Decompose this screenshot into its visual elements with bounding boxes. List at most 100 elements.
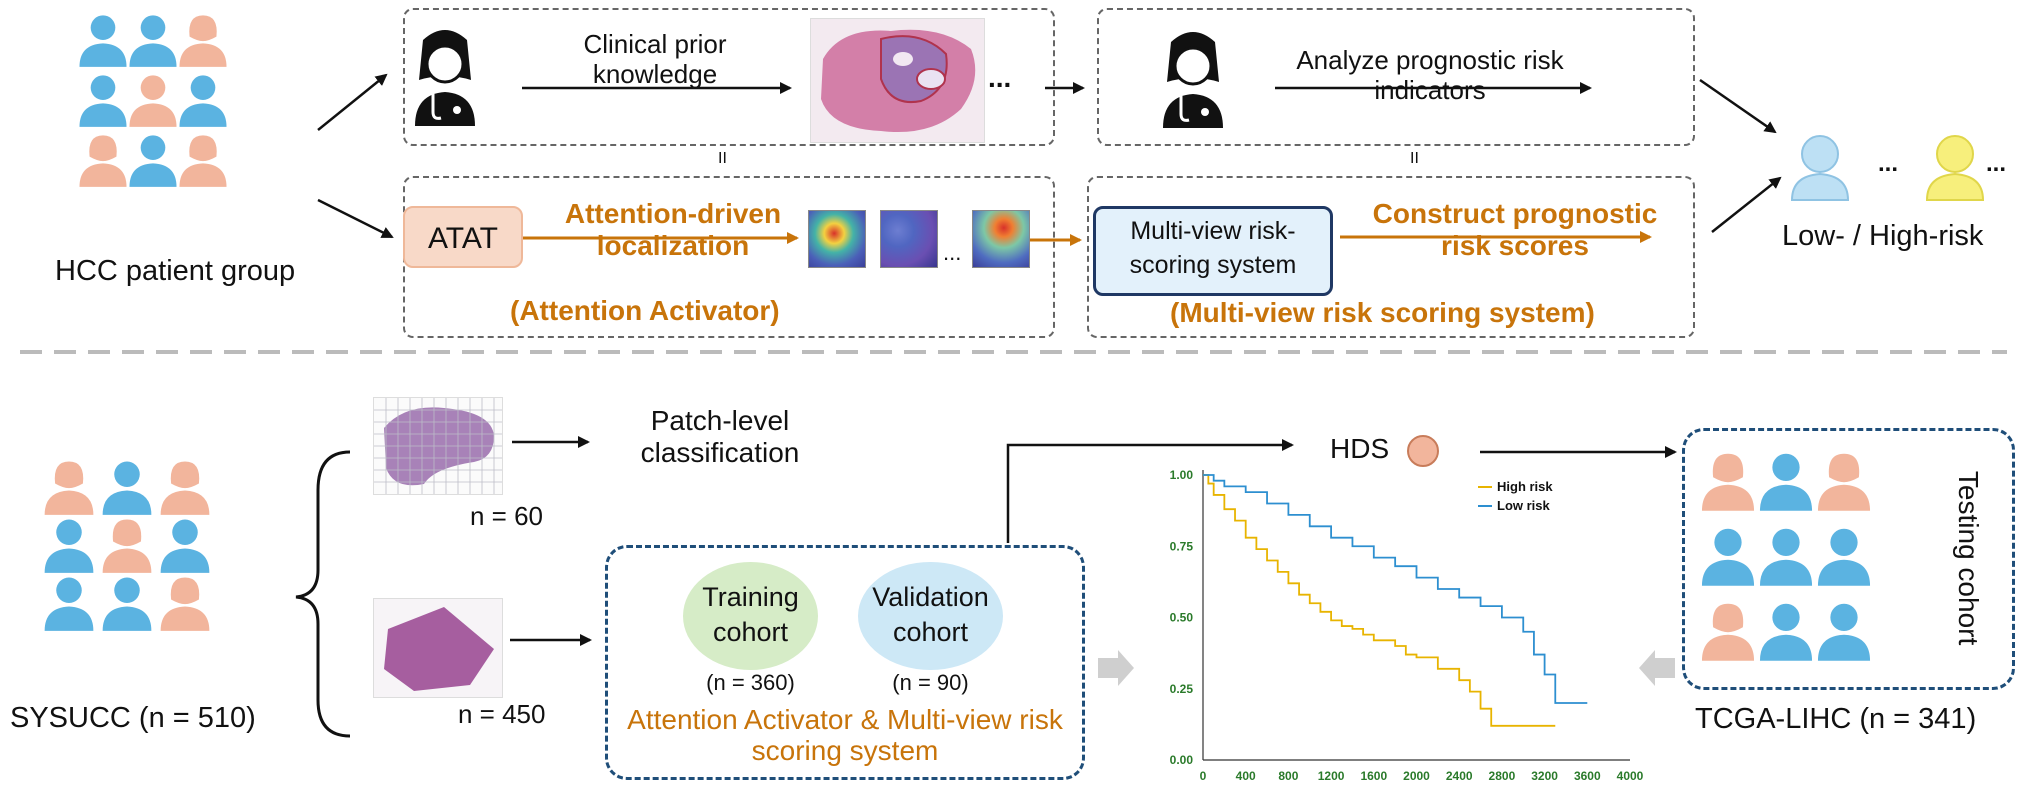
km-x-tick-label: 2800 bbox=[1489, 769, 1516, 783]
clinical-workflow-box bbox=[403, 8, 1055, 146]
training-validation-box bbox=[605, 545, 1085, 780]
patient-person-icon bbox=[79, 15, 127, 67]
atat-label: ATAT bbox=[428, 222, 498, 255]
patient-person-icon bbox=[179, 15, 227, 67]
legend-low-risk-label: Low risk bbox=[1497, 498, 1551, 513]
attention-activator-label: (Attention Activator) bbox=[510, 295, 780, 326]
km-x-tick-label: 1600 bbox=[1360, 769, 1387, 783]
attention-heatmap-2 bbox=[880, 210, 938, 268]
sysucc-label: SYSUCC (n = 510) bbox=[10, 702, 256, 734]
patient-person-icon bbox=[129, 15, 177, 67]
km-x-tick-label: 2000 bbox=[1403, 769, 1430, 783]
equals-right: II bbox=[1410, 150, 1419, 167]
n450-label: n = 450 bbox=[458, 699, 546, 729]
analyze-workflow-box bbox=[1097, 8, 1695, 146]
km-x-tick-label: 1200 bbox=[1318, 769, 1345, 783]
testing-cohort-box bbox=[1682, 428, 2015, 690]
km-y-tick-label: 0.50 bbox=[1170, 611, 1194, 625]
multiview-risk-box bbox=[1093, 206, 1333, 296]
attention-heatmap-3 bbox=[972, 210, 1030, 268]
low-risk-person-icon bbox=[1790, 135, 1850, 201]
training-cohort-ellipse bbox=[683, 562, 818, 670]
km-x-tick-label: 0 bbox=[1200, 769, 1207, 783]
patient-person-icon bbox=[102, 577, 152, 631]
km-y-tick-label: 1.00 bbox=[1170, 468, 1194, 482]
hds-circle-icon bbox=[1407, 435, 1439, 467]
clinical-prior-label: Clinical prior knowledge bbox=[583, 29, 727, 89]
doctor-icon bbox=[1163, 32, 1223, 128]
gray-arrow-right bbox=[1098, 650, 1134, 686]
doctor-icon bbox=[415, 30, 475, 126]
validation-cohort-ellipse bbox=[858, 562, 1003, 670]
clinical-slide-image bbox=[810, 18, 985, 143]
attention-driven-label: Attention-driven localization bbox=[564, 198, 782, 262]
km-x-tick-label: 400 bbox=[1236, 769, 1256, 783]
equals-left: II bbox=[718, 150, 727, 167]
patient-person-icon bbox=[129, 135, 177, 187]
top-patient-group-icons bbox=[79, 15, 227, 187]
construct-prognostic-label: Construct prognostic risk scores bbox=[1372, 198, 1658, 262]
training-cohort-label: Training cohort bbox=[702, 582, 799, 648]
atat-box bbox=[403, 206, 523, 268]
patch-level-label: Patch-level classification bbox=[640, 405, 800, 469]
slide-tissue-icon bbox=[821, 29, 976, 133]
validation-cohort-label: Validation cohort bbox=[872, 582, 989, 648]
patient-person-icon bbox=[160, 577, 210, 631]
patient-person-icon bbox=[102, 519, 152, 573]
km-x-tick-label: 2400 bbox=[1446, 769, 1473, 783]
patient-person-icon bbox=[179, 75, 227, 127]
km-y-tick-label: 0.00 bbox=[1170, 753, 1194, 767]
patient-person-icon bbox=[44, 577, 94, 631]
km-x-tick-label: 4000 bbox=[1617, 769, 1644, 783]
km-survival-chart: 0 400 800 1200 1600 2000 2400 2800 3200 3600 4000 0… bbox=[1170, 468, 1644, 783]
risk-ellipsis-1: ... bbox=[1878, 150, 1899, 177]
patient-person-icon bbox=[44, 519, 94, 573]
patient-person-icon bbox=[44, 461, 94, 515]
arrow-to-hds bbox=[1006, 439, 1294, 543]
slide-ellipsis: ... bbox=[988, 62, 1012, 93]
multiview-risk-box-label: Multi-view risk-scoring system bbox=[1129, 217, 1297, 279]
low-risk-curve bbox=[1203, 474, 1588, 704]
km-y-tick-label: 0.75 bbox=[1170, 539, 1194, 553]
heatmap-ellipsis: ... bbox=[943, 240, 962, 265]
training-n-label: (n = 360) bbox=[706, 670, 795, 695]
arrow-to-risk-bottom bbox=[1711, 176, 1782, 233]
km-x-tick-label: 800 bbox=[1278, 769, 1298, 783]
hcc-patient-group-label: HCC patient group bbox=[55, 255, 296, 287]
patch-slide-image bbox=[373, 397, 503, 495]
high-risk-person-icon bbox=[1925, 135, 1985, 201]
patient-person-icon bbox=[179, 135, 227, 187]
n60-label: n = 60 bbox=[470, 501, 544, 531]
aa-mv-label: Attention Activator & Multi-view risk sc… bbox=[627, 704, 1063, 766]
km-x-tick-label: 3200 bbox=[1531, 769, 1558, 783]
patient-person-icon bbox=[160, 519, 210, 573]
arrow-to-risk-top bbox=[1699, 78, 1777, 134]
arrow-to-atat bbox=[317, 198, 394, 239]
grid-slide-icon bbox=[374, 398, 502, 494]
low-high-risk-label: Low- / High-risk bbox=[1782, 220, 1984, 252]
hds-label: HDS bbox=[1330, 433, 1390, 464]
wsi-tissue-icon bbox=[384, 607, 494, 691]
tcga-label: TCGA-LIHC (n = 341) bbox=[1695, 703, 1977, 735]
testing-cohort-label: Testing cohort bbox=[1953, 470, 1985, 646]
patient-person-icon bbox=[160, 461, 210, 515]
patient-person-icon bbox=[79, 75, 127, 127]
analyze-prognostic-label: Analyze prognostic risk indicators bbox=[1296, 45, 1564, 105]
patient-person-icon bbox=[129, 75, 177, 127]
patient-person-icon bbox=[102, 461, 152, 515]
attention-heatmap-1 bbox=[808, 210, 866, 268]
high-risk-curve bbox=[1203, 474, 1556, 727]
arrow-to-clinical bbox=[317, 73, 388, 131]
legend-high-risk-label: High risk bbox=[1497, 479, 1553, 494]
km-x-tick-label: 3600 bbox=[1574, 769, 1601, 783]
validation-n-label: (n = 90) bbox=[892, 670, 969, 695]
gray-arrow-left bbox=[1639, 650, 1675, 686]
patient-person-icon bbox=[79, 135, 127, 187]
wsi-slide-image bbox=[373, 598, 503, 698]
risk-ellipsis-2: ... bbox=[1986, 150, 2007, 177]
km-y-tick-label: 0.25 bbox=[1170, 682, 1194, 696]
risk-scoring-box bbox=[1087, 176, 1695, 338]
multiview-paren-label: (Multi-view risk scoring system) bbox=[1170, 297, 1595, 328]
km-legend: High risk Low risk bbox=[1478, 479, 1553, 513]
